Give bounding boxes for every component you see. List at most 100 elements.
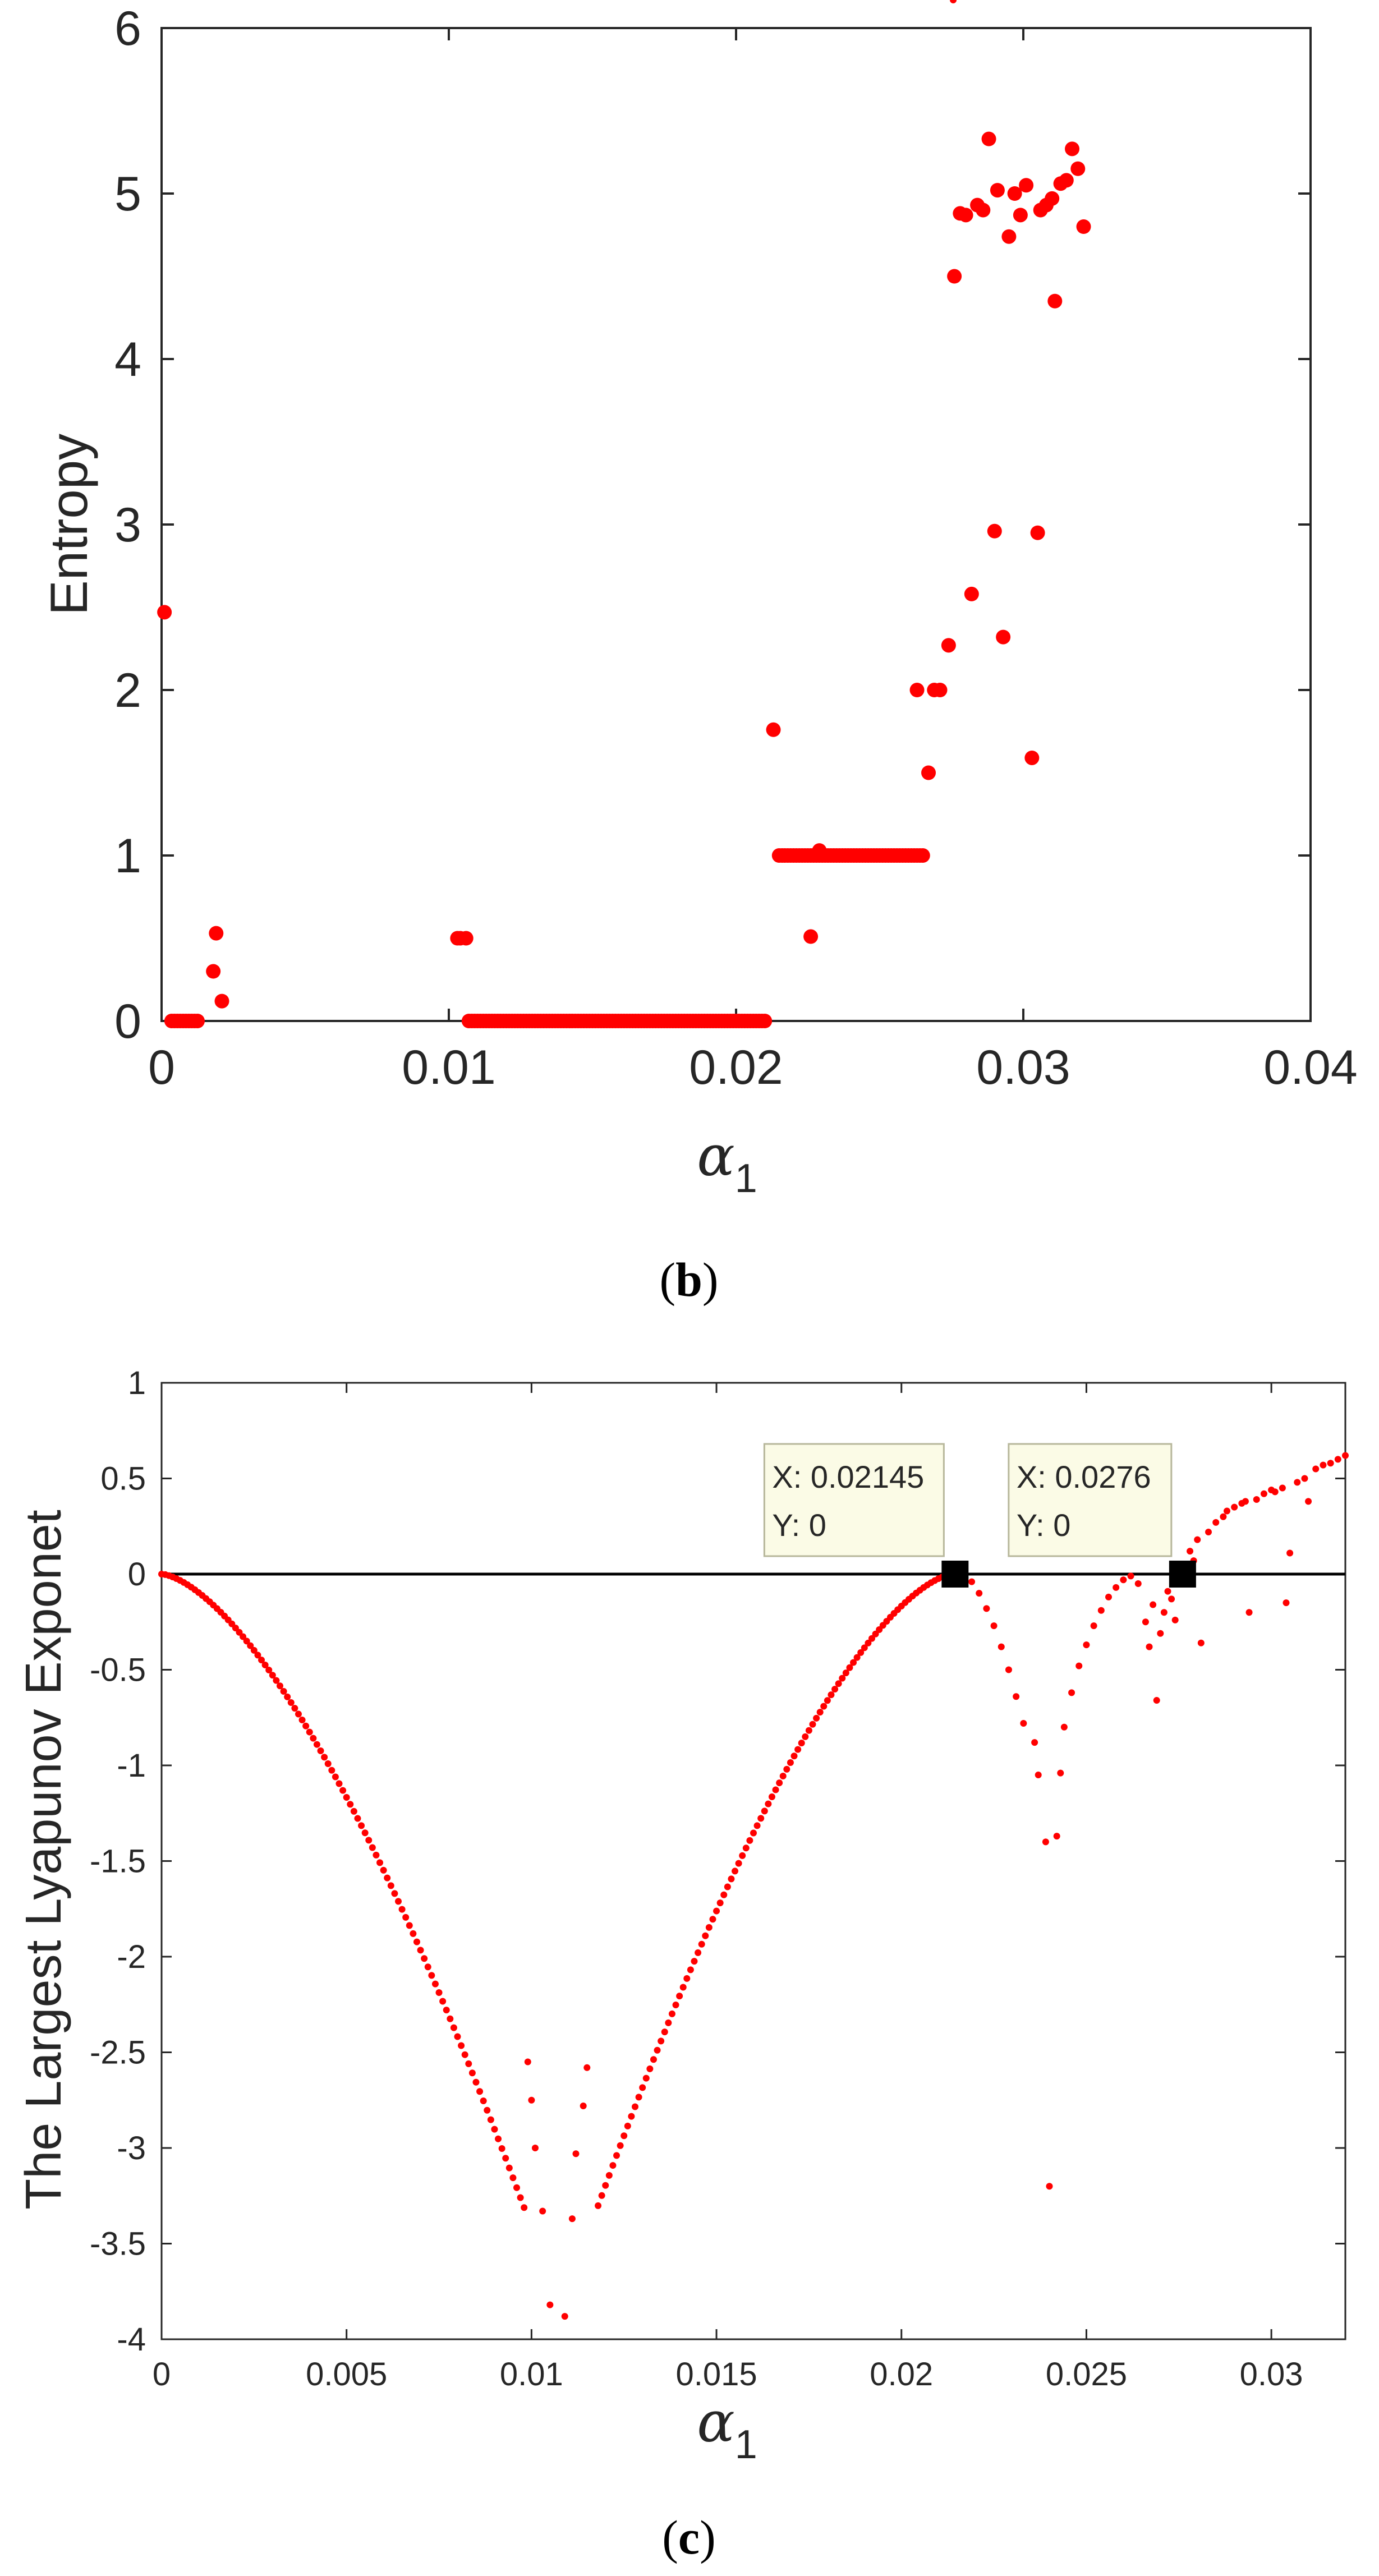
data-point bbox=[447, 2015, 454, 2022]
data-point bbox=[1231, 1503, 1238, 1511]
data-point bbox=[728, 1875, 735, 1883]
data-point bbox=[761, 1807, 768, 1815]
x-tick-label: 0 bbox=[153, 2356, 171, 2393]
data-point bbox=[705, 1924, 713, 1931]
data-point bbox=[1053, 1833, 1060, 1840]
data-point bbox=[976, 203, 991, 218]
data-point bbox=[361, 1829, 369, 1837]
x-tick-label: 0.04 bbox=[1263, 1041, 1357, 1094]
data-point bbox=[358, 1822, 365, 1829]
data-point bbox=[850, 1659, 857, 1666]
data-point bbox=[273, 1677, 280, 1684]
panel-b-tick-marks bbox=[160, 27, 1312, 1022]
data-point bbox=[790, 1752, 798, 1760]
x-tick-label: 0.03 bbox=[1240, 2356, 1303, 2393]
data-point bbox=[950, 0, 957, 3]
y-tick-label: 5 bbox=[114, 167, 141, 221]
data-point bbox=[513, 2184, 520, 2191]
data-point bbox=[831, 1686, 839, 1693]
data-point bbox=[620, 2132, 628, 2140]
data-point bbox=[724, 1883, 731, 1890]
data-point bbox=[391, 1890, 398, 1897]
data-point bbox=[365, 1837, 373, 1844]
data-point bbox=[958, 208, 973, 223]
datatip-1-y-text: Y: 0 bbox=[772, 1507, 826, 1543]
data-point bbox=[258, 1657, 265, 1664]
data-point bbox=[735, 1860, 742, 1867]
data-point bbox=[802, 1733, 809, 1740]
y-tick-label: -2.5 bbox=[90, 2035, 146, 2071]
data-point bbox=[298, 1717, 306, 1724]
datatip-2[interactable]: X: 0.0276 Y: 0 bbox=[1008, 1443, 1196, 1588]
panel-b-caption: (b) bbox=[659, 1253, 718, 1307]
x-tick-label: 0.015 bbox=[675, 2356, 757, 2393]
panel-b-y-tick-labels: 0 1 2 3 4 5 6 bbox=[114, 2, 141, 1048]
datatip-2-y-text: Y: 0 bbox=[1017, 1507, 1071, 1543]
data-point bbox=[990, 183, 1005, 198]
x-tick-label: 0.02 bbox=[870, 2356, 933, 2393]
data-point bbox=[609, 2162, 617, 2169]
panel-c-y-axis-label: The Largest Lyapunov Exponet bbox=[16, 1510, 72, 2210]
data-point bbox=[398, 1906, 406, 1913]
data-point bbox=[373, 1851, 380, 1859]
data-point bbox=[1134, 1580, 1142, 1588]
datatip-1-marker[interactable] bbox=[941, 1561, 969, 1588]
data-point bbox=[803, 929, 819, 944]
data-point bbox=[794, 1746, 802, 1753]
data-point bbox=[1220, 1513, 1227, 1520]
data-point bbox=[602, 2182, 609, 2189]
data-point bbox=[580, 2102, 587, 2109]
data-point bbox=[824, 1697, 831, 1704]
data-point bbox=[1253, 1496, 1260, 1503]
data-point bbox=[996, 629, 1011, 645]
x-tick-label: 0.02 bbox=[689, 1041, 783, 1094]
data-point bbox=[509, 2174, 517, 2182]
data-point bbox=[521, 2204, 528, 2211]
data-point bbox=[846, 1664, 853, 1671]
data-point bbox=[480, 2097, 487, 2105]
data-point bbox=[524, 2058, 531, 2066]
data-point bbox=[261, 1662, 269, 1669]
data-point bbox=[461, 2051, 468, 2058]
y-tick-label: -1.5 bbox=[90, 1843, 146, 1880]
data-point bbox=[1171, 1616, 1179, 1623]
data-point bbox=[1070, 161, 1086, 176]
data-point bbox=[1065, 141, 1080, 157]
data-point bbox=[981, 131, 996, 146]
panel-c-tick-marks bbox=[160, 1382, 1345, 2340]
y-tick-label: 1 bbox=[128, 1365, 146, 1401]
data-point bbox=[1205, 1528, 1212, 1535]
data-point bbox=[839, 1675, 846, 1682]
data-point bbox=[250, 1646, 258, 1654]
data-point bbox=[983, 1605, 990, 1612]
panel-c-x-tick-labels: 0 0.005 0.01 0.015 0.02 0.025 0.03 bbox=[153, 2356, 1303, 2393]
data-point bbox=[1334, 1456, 1341, 1463]
data-point bbox=[410, 1930, 417, 1937]
data-point bbox=[1327, 1460, 1334, 1467]
panel-c-data-points bbox=[158, 0, 1349, 2320]
data-point bbox=[343, 1793, 350, 1801]
data-point bbox=[487, 2116, 494, 2123]
data-point bbox=[1301, 1475, 1308, 1482]
data-point bbox=[746, 1837, 753, 1844]
datatip-1[interactable]: X: 0.02145 Y: 0 bbox=[763, 1443, 969, 1588]
data-point bbox=[1286, 1549, 1294, 1557]
data-point bbox=[1007, 186, 1022, 201]
data-point bbox=[1059, 173, 1074, 188]
datatip-2-marker[interactable] bbox=[1169, 1561, 1196, 1588]
data-point bbox=[676, 1993, 683, 2000]
data-point bbox=[816, 1709, 824, 1716]
data-point bbox=[502, 2155, 509, 2162]
data-point bbox=[772, 1786, 779, 1793]
data-point bbox=[853, 1654, 861, 1661]
data-point bbox=[1090, 1622, 1097, 1630]
data-point bbox=[454, 2033, 461, 2040]
x-tick-label: 0.01 bbox=[500, 2356, 563, 2393]
data-point bbox=[572, 2150, 580, 2158]
panel-c-datatips: X: 0.02145 Y: 0 X: 0.0276 Y: 0 bbox=[763, 1443, 1196, 1588]
data-point bbox=[428, 1972, 435, 1979]
x-tick-label: 0.025 bbox=[1046, 2356, 1127, 2393]
data-point bbox=[302, 1722, 310, 1729]
data-point bbox=[1024, 750, 1040, 765]
y-tick-label: 1 bbox=[114, 829, 141, 883]
